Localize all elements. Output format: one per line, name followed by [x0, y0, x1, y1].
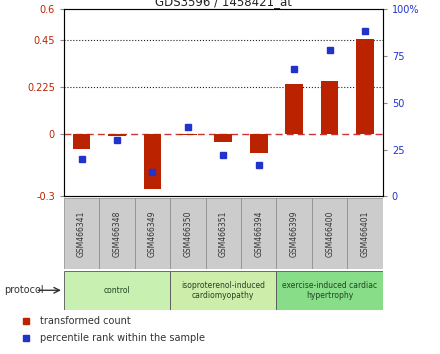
Bar [321, 81, 338, 134]
Text: transformed count: transformed count [40, 316, 130, 326]
Text: GSM466394: GSM466394 [254, 210, 263, 257]
Text: isoproterenol-induced
cardiomyopathy: isoproterenol-induced cardiomyopathy [181, 281, 265, 300]
Bar [285, 84, 303, 134]
Bar [205, 198, 241, 269]
Bar [143, 134, 161, 189]
Text: exercise-induced cardiac
hypertrophy: exercise-induced cardiac hypertrophy [282, 281, 377, 300]
Bar [170, 271, 276, 310]
Text: GSM466400: GSM466400 [325, 210, 334, 257]
Bar [241, 198, 276, 269]
Bar [347, 198, 383, 269]
Text: GSM466351: GSM466351 [219, 210, 228, 257]
Text: GSM466341: GSM466341 [77, 210, 86, 257]
Bar [135, 198, 170, 269]
Bar [312, 198, 347, 269]
Title: GDS3596 / 1458421_at: GDS3596 / 1458421_at [155, 0, 292, 8]
Text: GSM466349: GSM466349 [148, 210, 157, 257]
Bar [64, 271, 170, 310]
Text: protocol: protocol [4, 285, 44, 295]
Bar [214, 134, 232, 142]
Bar [170, 198, 205, 269]
Text: GSM466401: GSM466401 [360, 210, 370, 257]
Text: GSM466348: GSM466348 [113, 210, 121, 257]
Bar [179, 134, 197, 135]
Bar [276, 271, 383, 310]
Bar [250, 134, 268, 153]
Text: GSM466350: GSM466350 [183, 210, 192, 257]
Bar [108, 134, 126, 136]
Text: control: control [103, 286, 130, 295]
Bar [356, 39, 374, 134]
Bar [73, 134, 90, 149]
Text: percentile rank within the sample: percentile rank within the sample [40, 333, 205, 343]
Bar [64, 198, 99, 269]
Text: GSM466399: GSM466399 [290, 210, 299, 257]
Bar [276, 198, 312, 269]
Bar [99, 198, 135, 269]
